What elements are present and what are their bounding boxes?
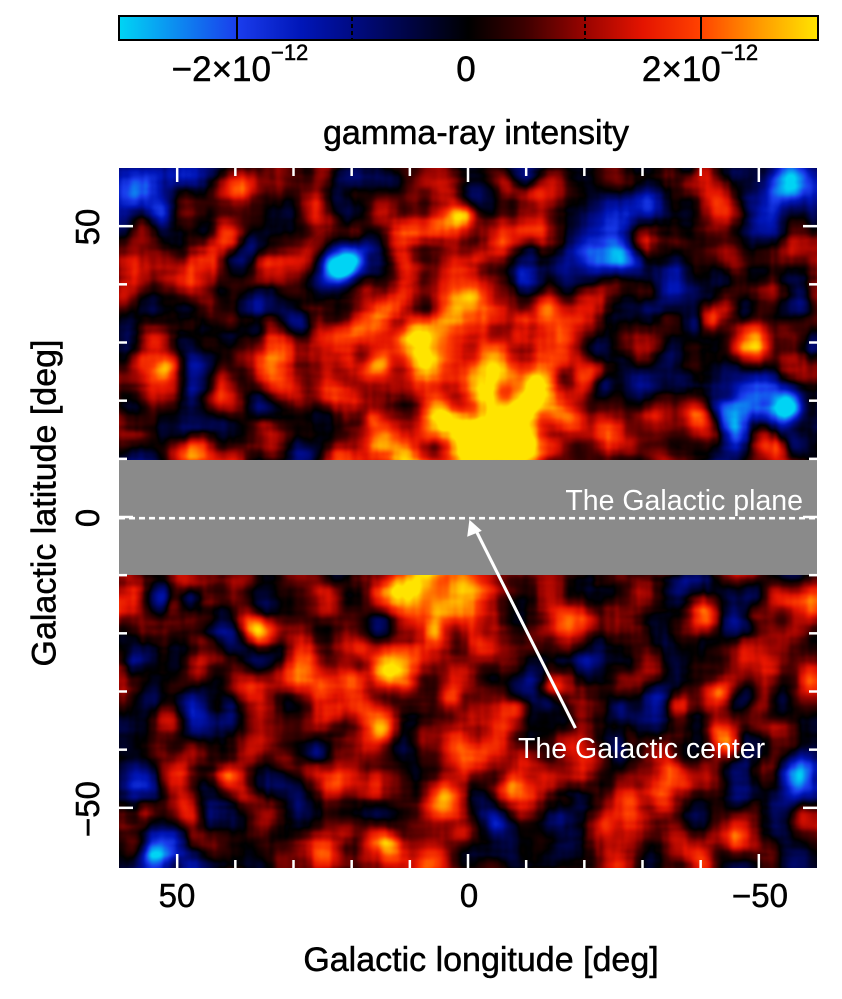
svg-text:The Galactic center: The Galactic center — [518, 733, 766, 765]
svg-text:The Galactic plane: The Galactic plane — [565, 485, 803, 517]
